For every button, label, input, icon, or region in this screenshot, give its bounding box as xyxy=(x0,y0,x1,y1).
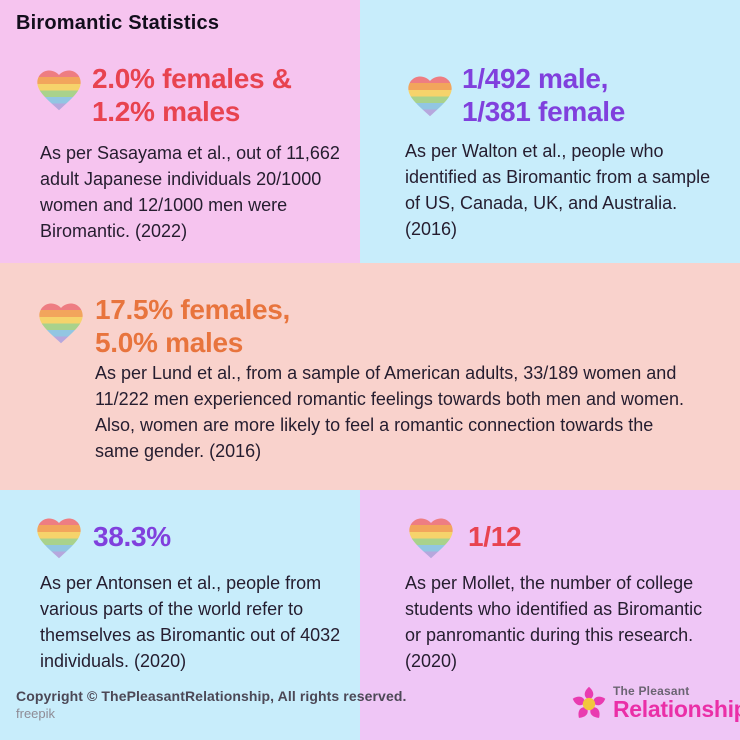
footer-copyright: Copyright © ThePleasantRelationship, All… xyxy=(16,688,406,721)
stat-description: As per Sasayama et al., out of 11,662 ad… xyxy=(40,143,340,242)
page-title: Biromantic Statistics xyxy=(16,12,220,34)
stat-line-2: 5.0% males xyxy=(95,327,243,359)
panel-sasayama: Biromantic Statistics 2.0% females & 1.2… xyxy=(0,0,360,263)
rainbow-heart-icon xyxy=(39,303,83,344)
rainbow-heart-icon xyxy=(408,76,452,117)
stat-description: As per Walton et al., people who identif… xyxy=(405,141,711,240)
stat-value: 38.3% xyxy=(93,520,171,553)
brand-logo-text: The Pleasant Relationship xyxy=(613,684,740,723)
attribution-text: freepik xyxy=(16,706,56,721)
rainbow-heart-icon xyxy=(37,70,81,111)
stat-value: 2.0% females & 1.2% males xyxy=(92,62,292,128)
panel-antonsen: 38.3% As per Antonsen et al., people fro… xyxy=(0,490,360,740)
brand-name-bottom: Relationship xyxy=(613,696,740,722)
stat-value: 1/12 xyxy=(468,520,522,553)
stat-description: As per Lund et al., from a sample of Ame… xyxy=(95,363,685,462)
brand-name-top: The Pleasant xyxy=(613,684,690,698)
copyright-text: Copyright © ThePleasantRelationship, All… xyxy=(16,688,407,704)
panel-mollet: 1/12 As per Mollet, the number of colleg… xyxy=(360,490,740,740)
stat-line-2: 1/381 female xyxy=(462,96,625,128)
panel-walton: 1/492 male, 1/381 female As per Walton e… xyxy=(360,0,740,263)
stat-description: As per Antonsen et al., people from vari… xyxy=(40,573,341,672)
rainbow-heart-icon xyxy=(37,518,81,559)
stat-line-1: 2.0% females & xyxy=(92,63,292,94)
stat-value: 1/492 male, 1/381 female xyxy=(462,62,625,128)
stat-line-2: 1.2% males xyxy=(92,96,240,128)
brand-logo: The Pleasant Relationship xyxy=(570,684,740,723)
stat-line-1: 17.5% females, xyxy=(95,294,291,325)
stat-description: As per Mollet, the number of college stu… xyxy=(405,573,703,672)
flower-logo-icon xyxy=(572,686,606,718)
panel-lund: 17.5% females, 5.0% males As per Lund et… xyxy=(0,263,740,490)
stat-line-1: 1/492 male, xyxy=(462,63,609,94)
stat-value: 17.5% females, 5.0% males xyxy=(95,293,290,359)
stat-line-1: 1/12 xyxy=(468,521,522,552)
rainbow-heart-icon xyxy=(409,518,453,559)
stat-line-1: 38.3% xyxy=(93,521,171,552)
